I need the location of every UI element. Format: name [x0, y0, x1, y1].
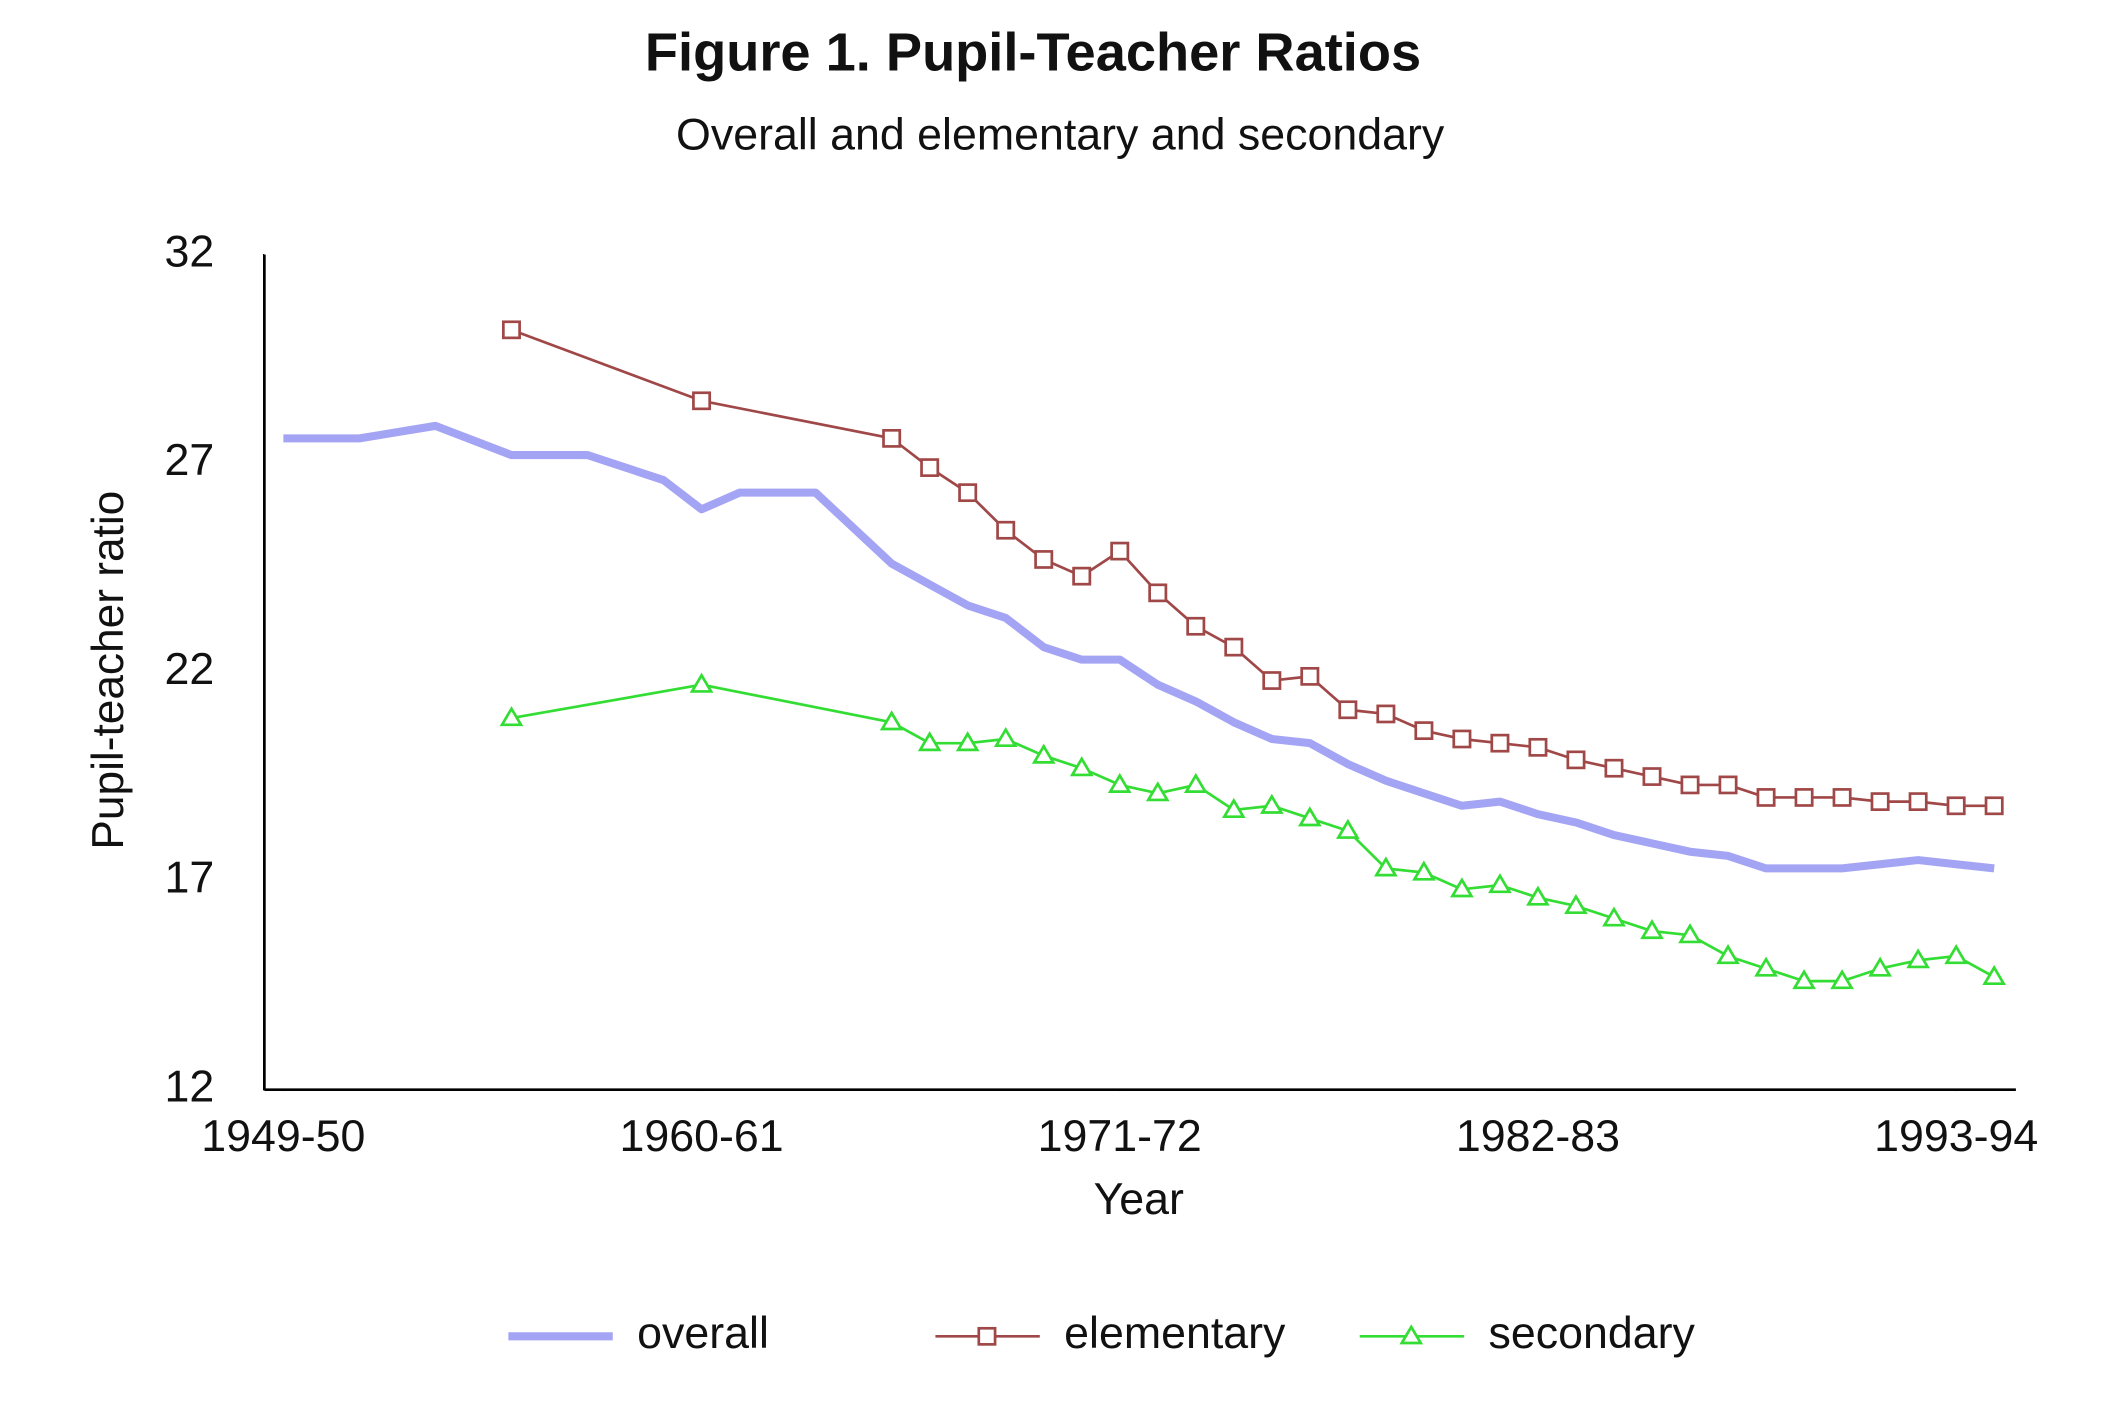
point-marker — [993, 726, 1018, 748]
point-marker — [1110, 541, 1130, 561]
point-marker — [1034, 550, 1054, 569]
x-axis-label: Year — [1094, 1175, 1185, 1224]
point-marker — [1678, 923, 1702, 944]
point-marker — [1186, 616, 1206, 636]
x-tick-label: 1971-72 — [1038, 1112, 1202, 1161]
point-marker — [1944, 944, 1968, 965]
point-marker — [1297, 806, 1322, 827]
point-marker — [1224, 637, 1244, 657]
point-marker — [1374, 856, 1398, 877]
point-marker — [1412, 860, 1436, 881]
point-marker — [1488, 873, 1512, 894]
point-marker — [1754, 956, 1778, 977]
point-marker — [1908, 792, 1928, 811]
point-marker — [1262, 671, 1282, 690]
point-marker — [1604, 758, 1624, 778]
y-tick-label: 12 — [164, 1063, 214, 1112]
point-marker — [1982, 964, 2007, 986]
point-marker — [1399, 1324, 1424, 1345]
point-marker — [1183, 772, 1208, 793]
chart-title: Figure 1. Pupil-Teacher Ratios — [645, 23, 1421, 83]
series-line — [283, 421, 1995, 873]
y-axis-label: Pupil-teacher ratio — [84, 491, 133, 850]
point-marker — [1832, 788, 1852, 807]
x-tick-label: 1993-94 — [1874, 1112, 2038, 1161]
point-marker — [1528, 737, 1548, 757]
point-marker — [1870, 792, 1890, 811]
y-tick-label: 22 — [164, 645, 214, 694]
point-marker — [1792, 969, 1816, 990]
point-marker — [499, 706, 524, 727]
legend-label: elementary — [1064, 1309, 1286, 1358]
point-marker — [882, 428, 902, 448]
point-marker — [1376, 704, 1396, 724]
point-marker — [1069, 756, 1094, 777]
point-marker — [1145, 781, 1170, 802]
point-marker — [1906, 948, 1930, 969]
point-marker — [1642, 767, 1662, 786]
point-marker — [1072, 566, 1092, 586]
point-marker — [1946, 796, 1966, 816]
point-marker — [689, 672, 714, 693]
point-marker — [692, 391, 712, 411]
point-marker — [1640, 919, 1664, 940]
legend-label: overall — [637, 1309, 769, 1358]
point-marker — [1564, 893, 1588, 915]
y-tick-label: 27 — [164, 436, 214, 485]
x-tick-label: 1949-50 — [201, 1112, 365, 1161]
point-marker — [1526, 885, 1550, 906]
point-marker — [1602, 906, 1626, 927]
point-marker — [1336, 818, 1360, 839]
point-marker — [501, 320, 521, 340]
point-marker — [1984, 796, 2004, 816]
point-marker — [1490, 733, 1510, 753]
point-marker — [1452, 729, 1472, 749]
point-marker — [1830, 969, 1854, 990]
point-marker — [958, 483, 978, 503]
point-marker — [1868, 956, 1892, 977]
point-marker — [1300, 666, 1320, 686]
x-tick-label: 1982-83 — [1456, 1112, 1620, 1161]
point-marker — [1338, 700, 1358, 720]
point-marker — [977, 1326, 997, 1346]
point-marker — [955, 731, 980, 752]
point-marker — [1107, 772, 1132, 793]
point-marker — [996, 520, 1016, 540]
point-marker — [1450, 877, 1474, 898]
point-marker — [920, 458, 940, 477]
point-marker — [917, 731, 942, 752]
point-marker — [1148, 583, 1168, 603]
legend-label: secondary — [1489, 1309, 1696, 1358]
y-tick-label: 17 — [164, 854, 214, 903]
point-marker — [1756, 788, 1776, 807]
point-marker — [1259, 793, 1284, 814]
point-marker — [879, 710, 904, 731]
y-tick-label: 32 — [164, 228, 214, 277]
point-marker — [1566, 750, 1586, 770]
point-marker — [1031, 743, 1056, 764]
point-marker — [1794, 788, 1814, 807]
chart-subtitle: Overall and elementary and secondary — [676, 111, 1445, 160]
point-marker — [1716, 944, 1740, 965]
point-marker — [1221, 797, 1246, 819]
point-marker — [1414, 721, 1434, 741]
point-marker — [1718, 775, 1738, 795]
point-marker — [1680, 775, 1700, 795]
x-tick-label: 1960-61 — [619, 1112, 783, 1161]
